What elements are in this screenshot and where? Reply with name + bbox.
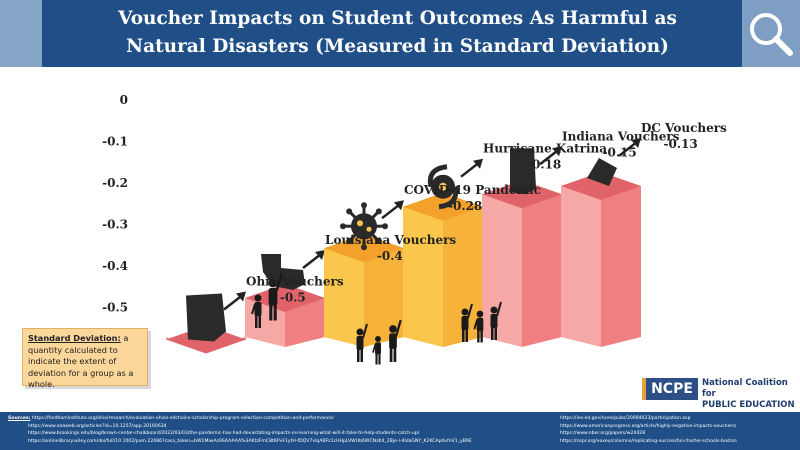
category-label: DC Vouchers <box>641 121 727 135</box>
bar-face-right <box>443 206 483 347</box>
header-band <box>42 0 742 67</box>
chart: 0 -0.1 -0.2 -0.3 -0.4 -0.5 Ohio Vouchers -0.5 L… <box>102 93 727 365</box>
people-silhouettes <box>251 272 502 365</box>
dc-map-icon <box>587 157 617 186</box>
bar <box>166 291 246 354</box>
bar-face-left <box>482 194 522 347</box>
hurricane-icon <box>427 164 459 210</box>
ohio-map-icon <box>186 293 226 342</box>
pointer-arrow <box>223 294 243 311</box>
sources-right: https://ies.ed.gov/ncee/pubs/20084023/pa… <box>560 415 795 445</box>
category-label: Louisiana Vouchers <box>325 233 456 247</box>
pointer-arrowhead <box>552 146 562 157</box>
pointer-arrowhead <box>315 250 325 260</box>
pointer-arrowhead <box>394 200 404 211</box>
pointer-arrowhead <box>236 291 246 302</box>
bar-face-right <box>285 298 325 347</box>
y-tick-label: -0.3 <box>102 218 128 232</box>
person-silhouette <box>268 272 283 321</box>
category-label: COVID-19 Pandemic <box>404 183 541 197</box>
y-tick-label: -0.4 <box>102 259 128 273</box>
bar-face-right <box>364 248 404 347</box>
person-silhouette <box>251 294 262 328</box>
person-silhouette <box>389 319 402 362</box>
y-axis: 0 -0.1 -0.2 -0.3 -0.4 -0.5 <box>102 93 128 315</box>
ncpe-logo[interactable]: NCPE National Coalition for PUBLIC EDUCA… <box>640 376 800 410</box>
source-link[interactable]: https://www.nber.org/papers/w24428 <box>560 431 646 436</box>
value-label: -0.5 <box>280 291 306 305</box>
bar-face-left <box>403 206 443 347</box>
bar <box>324 200 404 347</box>
indiana-map-icon <box>510 148 536 195</box>
y-tick-label: 0 <box>120 93 128 107</box>
virus-icon <box>340 202 388 251</box>
bar-face-right <box>522 194 562 347</box>
logo-text: National Coalition for PUBLIC EDUCATION <box>702 378 800 411</box>
person-silhouette <box>490 301 502 340</box>
person-silhouette <box>461 303 473 342</box>
category-label: Ohio Vouchers <box>246 275 344 289</box>
sources-heading: Sources: <box>8 416 31 421</box>
header-accent-left <box>0 0 42 67</box>
page-title: Voucher Impacts on Student Outcomes As H… <box>118 8 677 57</box>
y-tick-label: -0.5 <box>102 301 128 315</box>
logo-line-1: National Coalition for <box>702 378 788 399</box>
bar <box>561 137 641 347</box>
logo-mark: NCPE <box>642 378 698 400</box>
person-silhouette <box>356 323 368 362</box>
value-label: -0.13 <box>663 137 697 151</box>
bar-labels: Ohio Vouchers -0.5 Louisiana Vouchers -0.4 C… <box>246 121 727 305</box>
definition-text: a quantity calculated to indicate the ex… <box>28 333 134 389</box>
value-label: -0.18 <box>527 158 561 172</box>
pointer-arrow <box>460 161 480 178</box>
value-label: -0.28 <box>448 199 482 213</box>
value-label: -0.15 <box>602 145 636 159</box>
source-link[interactable]: https://cepr.org/voxeu/columns/replicati… <box>560 438 737 444</box>
source-link[interactable]: Sources: https://fordhaminstitute.org/oh… <box>8 415 548 423</box>
pointer-arrowhead <box>473 158 483 169</box>
definition-box: Standard Deviation: a quantity calculate… <box>22 328 148 389</box>
y-tick-label: -0.2 <box>102 176 128 190</box>
source-link[interactable]: https://ies.ed.gov/ncee/pubs/20084023/pa… <box>560 416 691 421</box>
bar-face-right <box>601 185 641 347</box>
source-link[interactable]: https://www.aeaweb.org/articles?id=10.12… <box>28 423 167 429</box>
person-silhouette <box>473 310 484 343</box>
bar-face-left <box>324 248 364 347</box>
source-url[interactable]: https://fordhaminstitute.org/ohio/resear… <box>31 416 334 421</box>
value-label: -0.4 <box>377 249 403 263</box>
header: Voucher Impacts on Student Outcomes As H… <box>0 0 800 67</box>
logo-line-2: PUBLIC EDUCATION <box>702 400 795 410</box>
source-link[interactable]: https://www.brookings.edu/blog/brown-cen… <box>28 431 420 436</box>
pointer-arrow <box>618 140 638 157</box>
category-label: Hurricane Katrina <box>483 142 607 156</box>
definition-term: Standard Deviation: <box>28 333 121 343</box>
pointer-arrowhead <box>631 137 641 148</box>
footer-sources: Sources: https://fordhaminstitute.org/oh… <box>0 412 800 450</box>
person-silhouette <box>372 336 381 365</box>
bar-face-top <box>482 180 562 209</box>
pointer-arrow <box>381 203 401 220</box>
search-icon[interactable] <box>742 5 798 61</box>
category-label: Indiana Vouchers <box>562 129 680 143</box>
sources-left: Sources: https://fordhaminstitute.org/oh… <box>8 415 548 445</box>
source-link[interactable]: https://www.americanprogress.org/article… <box>560 423 737 429</box>
y-tick-label: -0.1 <box>102 135 128 149</box>
pointer-arrow <box>302 253 322 269</box>
bar-face-top <box>245 284 325 312</box>
bar-face-top <box>561 171 641 200</box>
bar <box>403 158 483 347</box>
bar-face-left <box>561 185 601 347</box>
source-link[interactable]: https://onlinelibrary.wiley.com/doi/full… <box>28 438 472 444</box>
pointer-arrow <box>539 149 559 166</box>
